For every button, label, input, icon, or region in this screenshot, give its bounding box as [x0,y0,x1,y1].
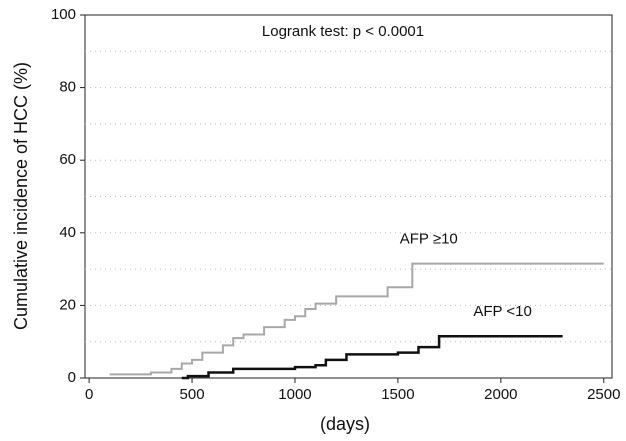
x-tick-label: 2000 [484,386,517,403]
series-label: AFP ≥10 [400,231,458,248]
series-label: AFP <10 [473,303,532,320]
y-tick-label: 0 [68,369,76,386]
x-tick-label: 2500 [587,386,620,403]
y-tick-label: 20 [59,296,76,313]
y-tick-label: 100 [51,6,76,23]
y-tick-label: 60 [59,151,76,168]
x-tick-label: 500 [180,386,205,403]
step-line [109,262,604,376]
plot-frame [84,14,613,379]
x-tick-label: 1000 [278,386,311,403]
annotation: Logrank test: p < 0.0001 [262,23,424,40]
y-axis-label: Cumulative incidence of HCC (%) [11,62,31,330]
y-tick-label: 80 [59,79,76,96]
x-tick-label: 0 [85,386,93,403]
x-axis-label: (days) [320,414,370,434]
x-tick-label: 1500 [381,386,414,403]
step-line [181,335,563,380]
y-tick-label: 40 [59,224,76,241]
